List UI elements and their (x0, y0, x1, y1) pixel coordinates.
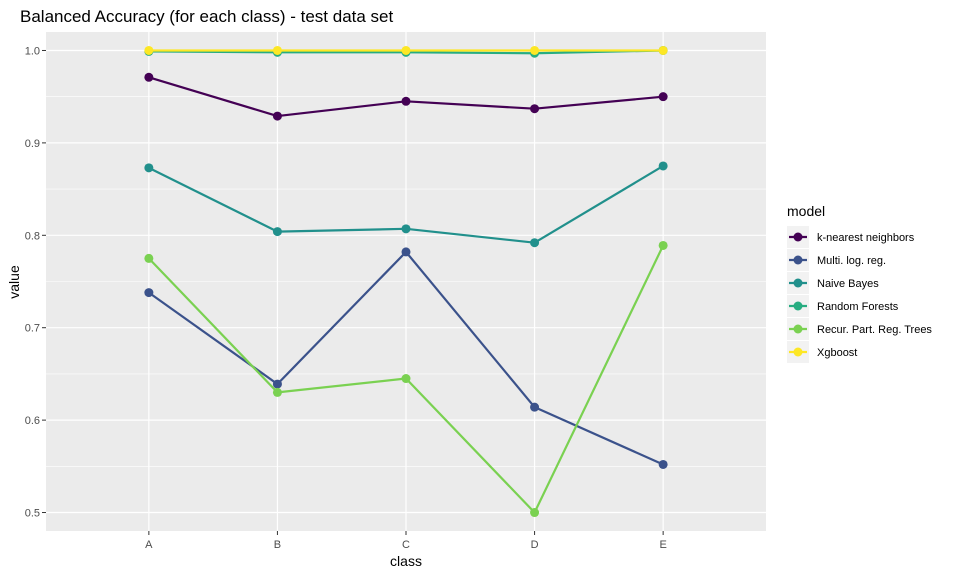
chart-title: Balanced Accuracy (for each class) - tes… (20, 7, 394, 26)
x-tick-label: B (274, 539, 281, 551)
y-tick-label: 0.7 (25, 323, 40, 335)
data-point-k-nearest-neighbors (144, 72, 154, 82)
data-point-xgboost (272, 45, 282, 55)
y-tick-label: 0.8 (25, 230, 40, 242)
data-point-multi-log-reg (401, 247, 411, 257)
data-point-multi-log-reg (144, 288, 154, 298)
x-axis-title: class (390, 553, 422, 569)
legend-label-recur-part-reg-trees: Recur. Part. Reg. Trees (817, 324, 932, 336)
data-point-naive-bayes (530, 238, 540, 248)
data-point-recur-part-reg-trees (272, 387, 282, 397)
data-point-recur-part-reg-trees (658, 240, 668, 250)
x-tick-label: C (402, 539, 410, 551)
x-tick-label: E (659, 539, 666, 551)
legend-key-point-k-nearest-neighbors (793, 232, 803, 242)
legend-key-point-naive-bayes (793, 278, 803, 288)
data-point-xgboost (530, 45, 540, 55)
data-point-recur-part-reg-trees (530, 508, 540, 518)
data-point-naive-bayes (272, 227, 282, 237)
y-tick-label: 0.9 (25, 138, 40, 150)
data-point-multi-log-reg (530, 402, 540, 412)
legend-key-point-random-forests (793, 301, 803, 311)
data-point-recur-part-reg-trees (144, 253, 154, 263)
data-point-naive-bayes (658, 161, 668, 171)
data-point-k-nearest-neighbors (658, 92, 668, 102)
legend-title: model (787, 203, 825, 219)
y-tick-label: 1.0 (25, 45, 40, 57)
data-point-recur-part-reg-trees (401, 374, 411, 384)
data-point-xgboost (144, 45, 154, 55)
legend-label-naive-bayes: Naive Bayes (817, 278, 879, 290)
data-point-k-nearest-neighbors (401, 96, 411, 106)
legend-key-point-multi-log-reg (793, 255, 803, 265)
legend-label-k-nearest-neighbors: k-nearest neighbors (817, 232, 915, 244)
legend-label-random-forests: Random Forests (817, 301, 899, 313)
x-tick-label: A (145, 539, 153, 551)
x-tick-label: D (531, 539, 539, 551)
legend-label-xgboost: Xgboost (817, 347, 857, 359)
data-point-k-nearest-neighbors (272, 111, 282, 121)
data-point-multi-log-reg (658, 459, 668, 469)
data-point-xgboost (658, 45, 668, 55)
y-axis-title: value (6, 265, 22, 299)
legend: model k-nearest neighbors Multi. log. reg… (787, 203, 932, 363)
data-point-multi-log-reg (272, 379, 282, 389)
data-point-xgboost (401, 45, 411, 55)
data-point-k-nearest-neighbors (530, 104, 540, 114)
data-point-naive-bayes (144, 163, 154, 173)
y-tick-label: 0.6 (25, 415, 40, 427)
y-tick-label: 0.5 (25, 508, 40, 520)
legend-label-multi-log-reg: Multi. log. reg. (817, 255, 886, 267)
legend-key-point-recur-part-reg-trees (793, 324, 803, 334)
legend-key-point-xgboost (793, 347, 803, 357)
data-point-naive-bayes (401, 224, 411, 234)
